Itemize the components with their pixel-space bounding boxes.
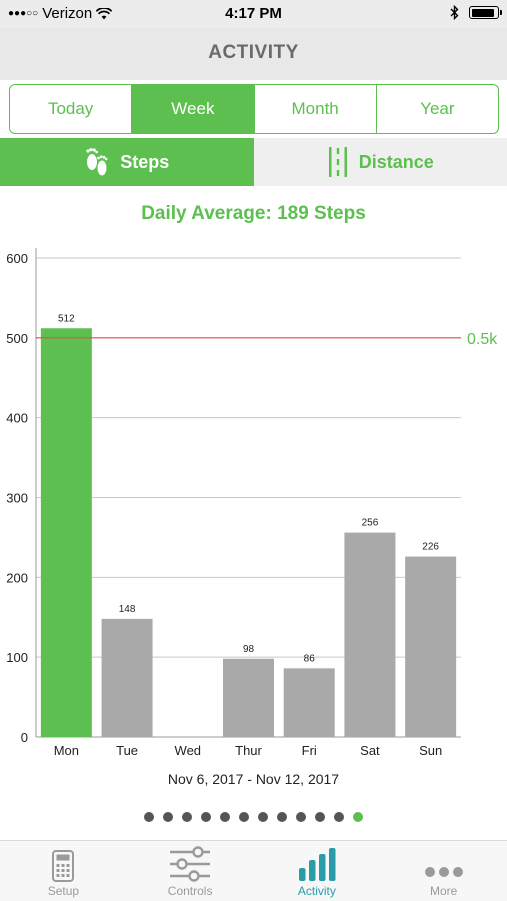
bluetooth-icon (450, 5, 459, 20)
steps-tab-label: Steps (120, 152, 169, 173)
page-dot[interactable] (144, 812, 154, 822)
tab-month[interactable]: Month (255, 85, 377, 133)
tab-bar-setup[interactable]: Setup (0, 841, 127, 901)
page-dot[interactable] (258, 812, 268, 822)
bar (344, 533, 395, 737)
bottom-tab-bar: Setup Controls Activity More (0, 840, 507, 901)
tab-today[interactable]: Today (10, 85, 132, 133)
bar-value-label: 226 (422, 542, 439, 553)
bar (405, 557, 456, 737)
y-tick-label: 300 (6, 491, 28, 506)
page-indicator[interactable] (0, 812, 507, 822)
steps-bar-chart: 0 100 200 300 400 500 600 512 Mon 148 Tue Wed 98 Thur… (0, 240, 507, 765)
road-icon (327, 146, 349, 178)
bar-value-label: 98 (243, 644, 255, 655)
page-dot[interactable] (296, 812, 306, 822)
footprints-icon (84, 146, 110, 178)
status-time: 4:17 PM (0, 5, 507, 22)
bar-value-label: 256 (362, 518, 379, 529)
status-right (450, 5, 499, 20)
page-dot[interactable] (201, 812, 211, 822)
x-tick-label: Sun (419, 743, 442, 758)
x-tick-label: Mon (54, 743, 79, 758)
steps-tab[interactable]: Steps (0, 138, 254, 186)
x-tick-label: Wed (175, 743, 202, 758)
y-tick-label: 500 (6, 331, 28, 346)
period-segmented-control: Today Week Month Year (9, 84, 499, 134)
y-tick-label: 0 (21, 730, 28, 745)
distance-tab[interactable]: Distance (254, 138, 507, 186)
page-dot[interactable] (353, 812, 363, 822)
page-dot[interactable] (277, 812, 287, 822)
page-dot[interactable] (220, 812, 230, 822)
bar (102, 619, 153, 737)
y-tick-label: 400 (6, 411, 28, 426)
tab-bar-controls[interactable]: Controls (127, 841, 254, 901)
x-tick-label: Thur (235, 743, 262, 758)
tab-bar-setup-label: Setup (48, 884, 79, 898)
bar-chart-icon (297, 846, 337, 882)
tab-bar-controls-label: Controls (168, 884, 213, 898)
nav-bar: ACTIVITY (0, 28, 507, 80)
page-title: ACTIVITY (0, 42, 507, 64)
x-tick-label: Sat (360, 743, 380, 758)
tab-bar-more-label: More (430, 884, 457, 898)
bar-value-label: 86 (304, 653, 316, 664)
daily-average: Daily Average: 189 Steps (0, 203, 507, 225)
distance-tab-label: Distance (359, 152, 434, 173)
page-dot[interactable] (315, 812, 325, 822)
x-tick-label: Fri (302, 743, 317, 758)
calculator-icon (52, 850, 74, 882)
metric-tabs: Steps Distance (0, 138, 507, 186)
battery-icon (469, 6, 499, 19)
tab-bar-more[interactable]: More (380, 841, 507, 901)
x-tick-label: Tue (116, 743, 138, 758)
page-dot[interactable] (182, 812, 192, 822)
tab-bar-activity[interactable]: Activity (254, 841, 381, 901)
page-dot[interactable] (334, 812, 344, 822)
bar-value-label: 148 (119, 604, 136, 615)
y-tick-label: 600 (6, 251, 28, 266)
ellipsis-icon (424, 862, 464, 882)
tab-bar-activity-label: Activity (298, 884, 336, 898)
sliders-icon (168, 846, 212, 882)
bar (223, 659, 274, 737)
bar (41, 328, 92, 737)
status-bar: ●●●○○ Verizon 4:17 PM (0, 0, 507, 28)
page-dot[interactable] (239, 812, 249, 822)
tab-week[interactable]: Week (132, 85, 254, 133)
bar (284, 668, 335, 737)
page-dot[interactable] (163, 812, 173, 822)
y-tick-label: 100 (6, 650, 28, 665)
tab-year[interactable]: Year (377, 85, 498, 133)
y-tick-label: 200 (6, 570, 28, 585)
bar-value-label: 512 (58, 313, 75, 324)
date-range: Nov 6, 2017 - Nov 12, 2017 (0, 771, 507, 787)
goal-label: 0.5k (467, 331, 498, 348)
